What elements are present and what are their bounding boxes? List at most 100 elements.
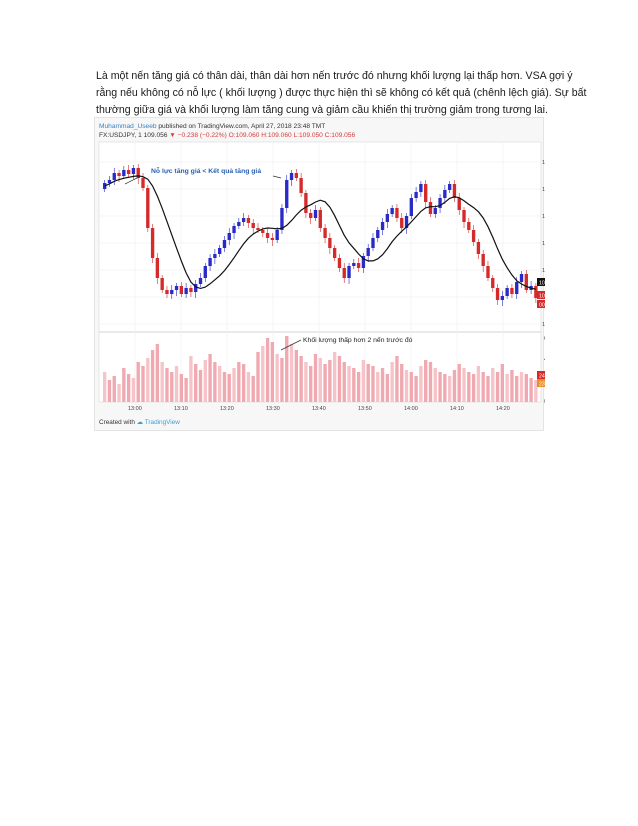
volume-bar	[155, 344, 160, 402]
volume-label-a: 246	[539, 374, 545, 380]
candle-body	[323, 228, 327, 238]
candle-body	[232, 226, 236, 233]
candle-body	[103, 183, 107, 189]
candle-body	[227, 233, 231, 240]
countdown-label: 00:21	[539, 303, 545, 309]
annotation-effort-result: Nỗ lực tăng giá < Kết quả tăng giá	[151, 166, 261, 175]
candle-body	[217, 248, 222, 254]
volume-bar	[471, 374, 476, 402]
volume-bar	[424, 360, 428, 402]
candle-body	[294, 173, 299, 178]
volume-bar	[467, 372, 471, 402]
volume-bar	[409, 372, 413, 402]
price-tick-label: 109.340	[542, 241, 545, 247]
volume-bar	[519, 372, 524, 402]
volume-bar	[251, 376, 255, 402]
last-price-label: 109.315	[539, 281, 545, 287]
candle-body	[462, 210, 466, 222]
candle-body	[491, 278, 495, 288]
volume-bar	[117, 384, 121, 402]
candle-body	[495, 288, 500, 300]
volume-label-b-bg	[537, 379, 545, 387]
candle-body	[452, 184, 457, 198]
volume-bar	[270, 342, 275, 402]
candle-body	[222, 240, 227, 248]
candle-body	[395, 208, 399, 218]
volume-bar	[400, 364, 404, 402]
candle-body	[332, 248, 337, 258]
volume-bar	[160, 362, 164, 402]
candle-body	[122, 170, 126, 176]
volume-bar	[534, 380, 538, 402]
candle-body	[366, 248, 370, 256]
candle-body	[112, 173, 116, 180]
volume-bar	[280, 358, 284, 402]
candle-body	[251, 223, 255, 228]
candle-body	[390, 208, 394, 214]
volume-bar	[452, 370, 457, 402]
chart-svg: 109.400 109.380 109.360 109.340 109.320 109.3…	[98, 141, 545, 412]
price-tick-label: 109.360	[542, 214, 545, 220]
volume-bar	[356, 372, 361, 402]
candle-body	[534, 286, 538, 298]
volume-bar	[222, 372, 227, 402]
candle-body	[352, 263, 356, 266]
price-tick-label: 109.320	[542, 268, 545, 274]
volume-bar	[380, 368, 385, 402]
candle-body	[510, 288, 514, 294]
candle-body	[471, 230, 476, 242]
candle-body	[438, 198, 442, 208]
paragraph-line-3: thường giữa giá và khối lượng làm tăng c…	[96, 104, 548, 116]
volume-bar	[361, 360, 366, 402]
volume-bar	[376, 372, 380, 402]
candle-body	[476, 242, 481, 254]
time-tick-label: 14:10	[450, 406, 464, 412]
candle-body	[309, 213, 313, 218]
candle-body	[328, 238, 332, 248]
volume-bar	[309, 366, 313, 402]
chart-price: 109.056	[143, 132, 168, 139]
volume-bar	[107, 380, 112, 402]
volume-bar	[126, 374, 131, 402]
volume-bar	[261, 346, 265, 402]
volume-bar	[318, 358, 322, 402]
volume-bar	[304, 362, 308, 402]
volume-bar	[165, 368, 169, 402]
price-tick-label: 109.280	[542, 322, 545, 328]
candle-body	[117, 173, 121, 176]
candle-body	[237, 222, 241, 226]
candle-body	[160, 278, 164, 290]
volume-bar	[495, 372, 500, 402]
candle-body	[131, 168, 136, 174]
candle-body	[467, 222, 471, 230]
candle-body	[275, 230, 279, 240]
volume-bar	[141, 366, 145, 402]
time-tick-label: 13:40	[312, 406, 326, 412]
volume-bar	[122, 368, 126, 402]
candle-body	[285, 180, 289, 208]
candle-body	[500, 296, 505, 300]
candle-body	[318, 210, 322, 228]
candle-body	[265, 233, 270, 238]
annotation-arrow	[272, 175, 282, 179]
candle-body	[385, 214, 390, 222]
annotation-lower-volume: Khối lượng thấp hơn 2 nến trước đó	[303, 335, 413, 344]
second-price-label-bg	[537, 291, 545, 299]
volume-bar	[428, 362, 433, 402]
candle-body	[299, 178, 303, 193]
candle-body	[515, 282, 519, 294]
volume-bar	[313, 354, 318, 402]
candle-body	[414, 192, 418, 198]
volume-bar	[332, 352, 337, 402]
volume-bar	[241, 364, 246, 402]
candle-body	[313, 210, 318, 218]
volume-bar	[170, 372, 174, 402]
volume-bar	[323, 364, 327, 402]
candle-body	[428, 202, 433, 214]
chart-ohlc: O:109.060 H:109.060 L:109.050 C:109.056	[228, 132, 356, 139]
moving-average-line	[104, 175, 537, 290]
candle-body	[337, 258, 342, 268]
candle-body	[361, 256, 366, 268]
annotation-arrow	[280, 339, 302, 351]
paragraph-line-2: rằng nếu không có nỗ lực ( khối lượng ) …	[96, 87, 587, 99]
